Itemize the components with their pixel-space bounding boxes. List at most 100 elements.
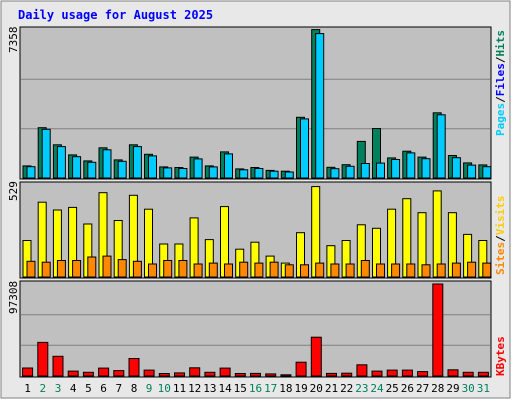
bar-files-day-8 (132, 146, 142, 179)
legend-visits-sites: Sites/Visits (494, 196, 507, 276)
bar-sites-day-7 (117, 259, 127, 278)
bar-files-day-15 (239, 169, 249, 179)
bar-files-day-5 (87, 161, 97, 179)
y-max-label-kbytes: 97308 (7, 281, 20, 314)
bar-sites-day-16 (254, 262, 264, 278)
x-tick-label: 19 (294, 382, 307, 395)
bar-sites-day-4 (72, 260, 82, 278)
bar-kbytes-day-13 (204, 371, 216, 377)
bar-files-day-6 (102, 149, 112, 179)
bar-sites-day-19 (300, 264, 309, 278)
bar-files-day-21 (330, 168, 340, 179)
bar-sites-day-6 (102, 255, 112, 278)
bar-kbytes-day-16 (250, 372, 261, 377)
bar-files-day-4 (72, 156, 82, 179)
bar-kbytes-day-6 (98, 367, 110, 377)
bar-sites-day-31 (482, 262, 492, 278)
bar-kbytes-day-10 (158, 373, 170, 377)
bar-files-day-22 (345, 165, 355, 179)
legend-sites: Sites (494, 242, 507, 275)
bar-files-day-20 (315, 33, 325, 179)
x-tick-label: 11 (173, 382, 186, 395)
x-axis-labels: 1 2 3 4 5 6 7 8 9 10 11 12 13 14 15 16 17 18 19 20 21 22 23 24 2… (24, 382, 490, 395)
bar-sites-day-24 (376, 263, 385, 278)
bar-sites-day-29 (451, 262, 461, 278)
legend-hits: Hits (494, 30, 507, 57)
bar-sites-day-18 (284, 264, 294, 278)
panel-kbytes-plot (19, 280, 492, 378)
x-tick-label: 24 (370, 382, 384, 395)
legend-files: Files (494, 63, 507, 96)
x-tick-label: 26 (401, 382, 414, 395)
bar-kbytes-day-29 (447, 369, 459, 377)
bar-sites-day-10 (163, 260, 173, 278)
y-max-label-hits-files-pages: 7358 (7, 27, 20, 54)
x-tick-label: 16 (249, 382, 262, 395)
x-tick-label: 20 (310, 382, 323, 395)
bar-files-day-23 (360, 163, 370, 179)
bar-files-day-9 (148, 155, 157, 179)
bar-kbytes-day-21 (326, 372, 337, 377)
bar-kbytes-day-31 (477, 371, 489, 377)
x-tick-label: 1 (24, 382, 31, 395)
bar-kbytes-day-18 (280, 374, 292, 377)
bar-files-day-16 (254, 168, 264, 179)
x-tick-label: 7 (115, 382, 122, 395)
panel-hits-files-pages-plot (19, 26, 492, 180)
bar-kbytes-day-9 (143, 369, 155, 377)
bar-sites-day-5 (87, 256, 97, 278)
bar-kbytes-day-30 (462, 371, 474, 377)
bar-kbytes-day-27 (417, 371, 429, 377)
x-tick-label: 9 (146, 382, 153, 395)
x-tick-label: 25 (386, 382, 399, 395)
bar-kbytes-day-1 (22, 367, 34, 377)
bar-kbytes-day-11 (174, 372, 185, 377)
bar-kbytes-day-2 (37, 341, 49, 377)
bar-kbytes-day-19 (295, 361, 307, 377)
bar-files-day-10 (163, 167, 173, 179)
bar-sites-day-27 (421, 264, 431, 278)
bar-files-day-13 (208, 166, 218, 179)
bar-sites-day-28 (436, 263, 446, 278)
bar-kbytes-day-5 (82, 371, 94, 377)
bar-sites-day-12 (193, 263, 203, 278)
x-tick-label: 18 (279, 382, 292, 395)
x-tick-label: 2 (39, 382, 46, 395)
bar-kbytes-day-24 (371, 370, 383, 377)
bar-files-day-11 (178, 168, 188, 179)
x-tick-label: 4 (70, 382, 77, 395)
bar-files-day-27 (421, 158, 431, 179)
bar-sites-day-3 (56, 260, 66, 278)
bar-files-day-3 (56, 146, 66, 179)
bar-files-day-18 (284, 171, 294, 179)
legend-visits: Visits (494, 196, 507, 236)
bar-files-day-26 (406, 152, 416, 179)
bar-sites-day-23 (360, 260, 370, 278)
x-tick-label: 6 (100, 382, 107, 395)
bar-files-day-30 (467, 164, 477, 179)
x-tick-label: 5 (85, 382, 92, 395)
bar-files-day-24 (376, 162, 385, 179)
bar-files-day-7 (117, 160, 127, 179)
bar-kbytes-day-3 (52, 355, 64, 377)
bar-files-day-12 (193, 158, 203, 179)
bar-kbytes-day-22 (341, 372, 353, 377)
bar-files-day-1 (26, 166, 36, 179)
x-tick-label: 22 (340, 382, 353, 395)
x-tick-label: 28 (431, 382, 444, 395)
x-tick-label: 10 (158, 382, 171, 395)
bar-files-day-19 (300, 118, 309, 179)
bar-sites-day-13 (208, 262, 218, 278)
bar-files-day-29 (451, 157, 461, 179)
bar-files-day-17 (269, 170, 279, 179)
bar-kbytes-day-28 (432, 283, 444, 377)
bar-files-day-31 (482, 166, 492, 179)
bar-kbytes-day-17 (265, 373, 277, 377)
bar-files-day-25 (391, 159, 401, 179)
x-tick-label: 13 (203, 382, 216, 395)
legend-hits-files-pages: Pages/Files/Hits (494, 30, 507, 136)
bar-sites-day-1 (26, 260, 36, 278)
bar-sites-day-15 (239, 261, 249, 278)
x-tick-label: 29 (446, 382, 459, 395)
